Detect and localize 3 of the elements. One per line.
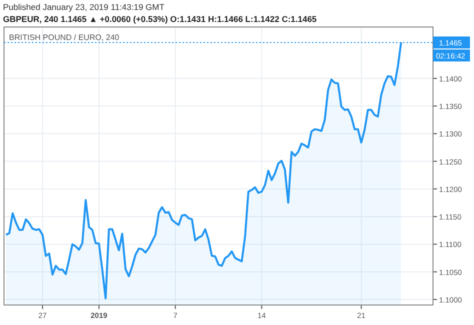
chart-subtitle: GBPEUR, 240 1.1465 ▲ +0.0060 (+0.53%) O:1.1431 H:1.1466 L:1.1422 C:1.1465 xyxy=(3,14,317,24)
text: Published January 23, 2019 11:43:19 GMT xyxy=(3,2,164,12)
text: BRITISH POUND / EURO, 240 xyxy=(9,33,120,42)
